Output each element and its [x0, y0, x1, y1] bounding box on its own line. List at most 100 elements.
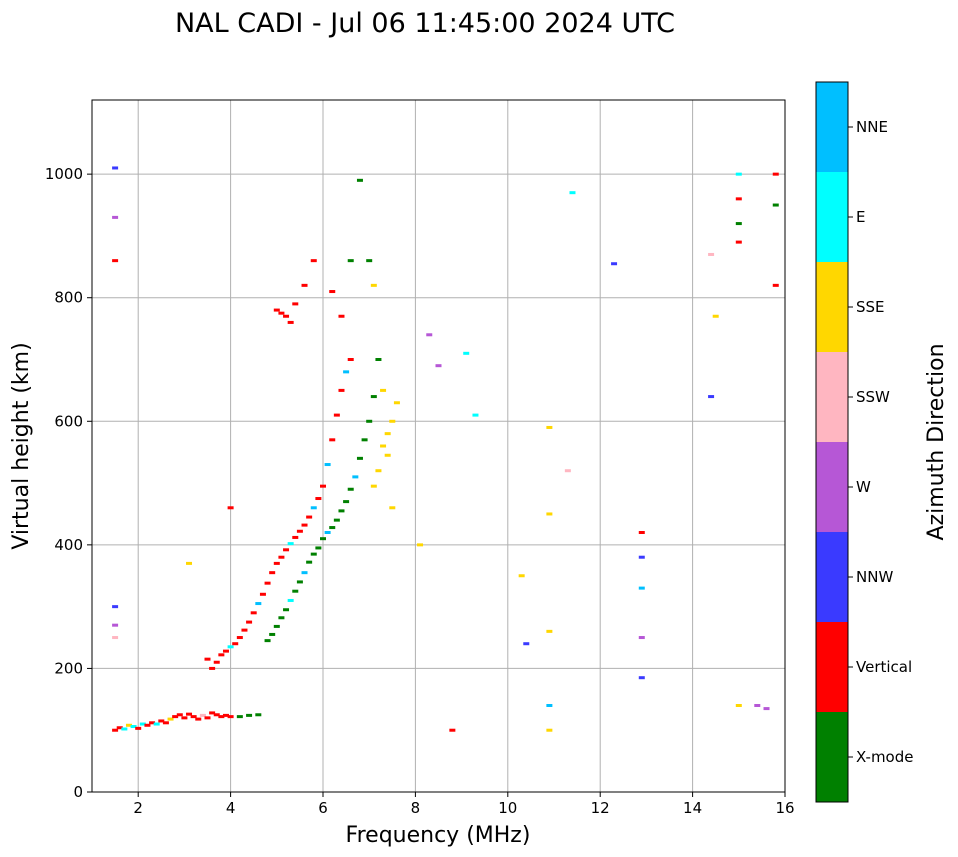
data-point	[296, 580, 303, 584]
data-point	[754, 704, 761, 707]
data-point	[259, 592, 266, 596]
colorbar-segment	[816, 442, 848, 532]
data-point	[333, 518, 340, 522]
colorbar-segment	[816, 82, 848, 172]
data-point	[112, 636, 119, 640]
data-point	[310, 506, 317, 510]
data-point	[638, 636, 645, 640]
colorbar-label: Azimuth Direction	[924, 343, 949, 540]
data-point	[310, 552, 317, 556]
data-point	[112, 259, 119, 263]
x-tick-label: 4	[226, 799, 236, 817]
data-point	[310, 259, 317, 263]
data-point	[347, 259, 354, 263]
data-point	[158, 719, 165, 723]
data-point	[292, 535, 299, 539]
data-point	[324, 463, 331, 467]
colorbar-segment	[816, 262, 848, 352]
data-point	[287, 320, 294, 324]
data-points	[112, 166, 779, 732]
data-point	[283, 314, 290, 318]
colorbar-tick-label: Vertical	[856, 658, 912, 676]
data-point	[181, 716, 188, 720]
data-point	[735, 240, 742, 244]
data-point	[301, 523, 308, 527]
data-point	[204, 716, 211, 720]
data-point	[384, 432, 391, 436]
data-point	[320, 484, 326, 488]
data-point	[222, 649, 229, 653]
data-point	[278, 311, 285, 315]
data-point	[546, 704, 553, 707]
colorbar-segment	[816, 532, 848, 622]
y-tick-label: 400	[54, 536, 83, 554]
data-point	[347, 487, 354, 491]
data-point	[287, 542, 294, 546]
data-point	[236, 715, 243, 719]
colorbar-tick-label: NNW	[856, 568, 893, 586]
data-point	[375, 358, 382, 361]
data-point	[301, 571, 308, 575]
data-point	[356, 178, 363, 182]
data-point	[708, 252, 715, 256]
data-point	[162, 721, 169, 725]
chart-title: NAL CADI - Jul 06 11:45:00 2024 UTC	[175, 8, 675, 39]
x-tick-label: 16	[775, 799, 794, 817]
data-point	[638, 586, 645, 590]
data-point	[236, 636, 243, 640]
data-point	[255, 713, 262, 717]
data-point	[523, 642, 530, 646]
y-tick-label: 1000	[45, 165, 83, 183]
data-point	[735, 197, 742, 201]
data-point	[232, 642, 239, 646]
data-point	[320, 537, 326, 541]
data-point	[199, 713, 206, 717]
data-point	[352, 475, 359, 479]
data-point	[186, 561, 193, 565]
data-point	[380, 444, 387, 448]
data-point	[338, 314, 345, 318]
data-point	[518, 574, 525, 578]
x-tick-label: 6	[318, 799, 328, 817]
data-point	[287, 598, 294, 602]
data-point	[611, 262, 618, 266]
data-point	[246, 713, 253, 717]
data-point	[324, 531, 331, 534]
data-point	[389, 419, 396, 423]
data-point	[112, 215, 119, 219]
colorbar: X-mode Vertical NNW W SSW SSE E NNE	[815, 81, 913, 803]
data-point	[772, 283, 779, 287]
data-point	[370, 283, 377, 287]
data-point	[112, 728, 119, 732]
y-tick-label: 0	[73, 783, 83, 801]
y-axis-ticks: 0 200 400 600 800 1000	[45, 165, 92, 801]
data-point	[149, 721, 156, 725]
data-point	[167, 717, 174, 721]
data-point	[139, 722, 146, 726]
colorbar-segment	[816, 172, 848, 262]
data-point	[333, 413, 340, 417]
data-point	[361, 438, 368, 442]
data-point	[301, 283, 308, 287]
plot-frame	[91, 99, 786, 793]
data-point	[546, 425, 553, 429]
data-point	[463, 351, 470, 355]
colorbar-tick-label: W	[856, 478, 871, 496]
data-point	[278, 555, 285, 559]
data-point	[472, 413, 479, 417]
data-point	[283, 608, 290, 612]
data-point	[338, 388, 345, 392]
data-point	[449, 728, 456, 732]
data-point	[638, 676, 645, 680]
data-point	[343, 370, 350, 374]
data-point	[195, 717, 202, 721]
data-point	[638, 531, 645, 534]
x-axis-ticks: 2 4 6 8 10 12 14 16	[133, 792, 795, 817]
data-point	[153, 722, 160, 726]
data-point	[144, 723, 151, 727]
data-point	[250, 611, 257, 615]
data-point	[370, 395, 377, 399]
data-point	[735, 172, 742, 176]
y-tick-label: 600	[54, 412, 83, 430]
